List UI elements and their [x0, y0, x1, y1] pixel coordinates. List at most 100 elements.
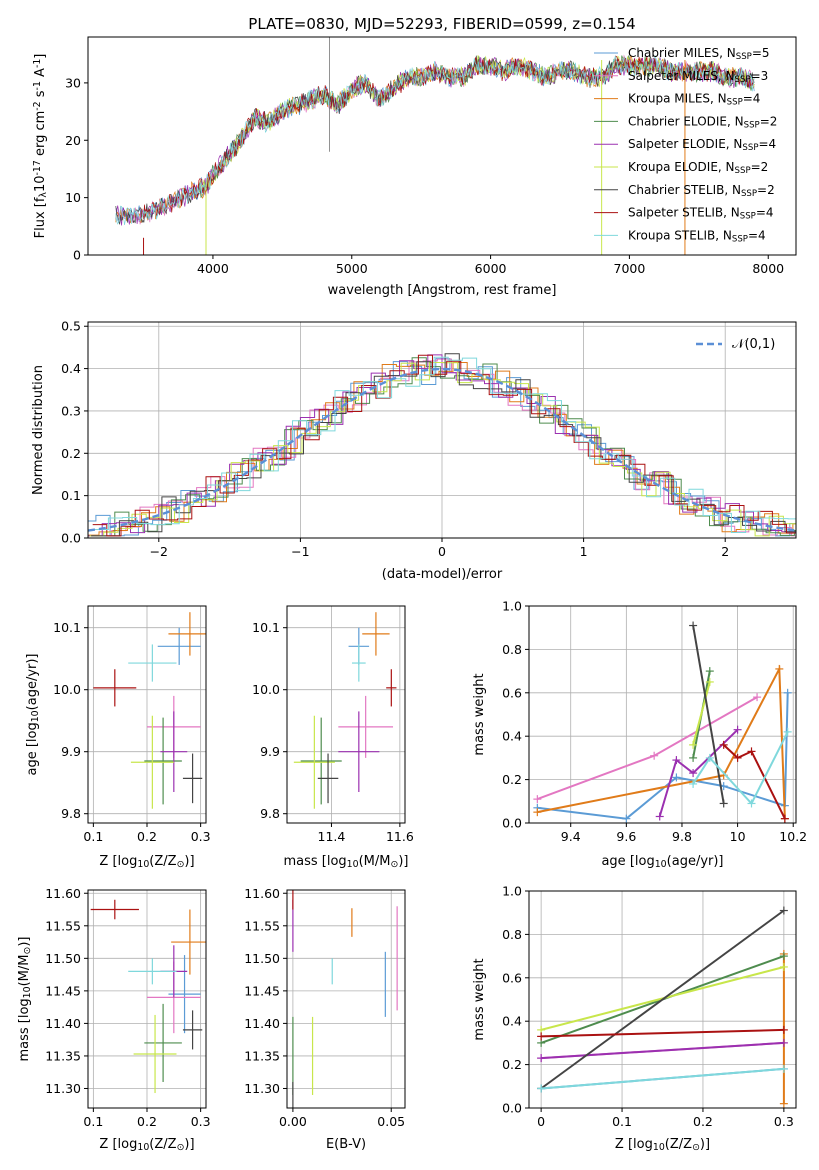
weight-series [689, 621, 728, 808]
errorbar-point [338, 711, 380, 792]
y-tick-label: 11.50 [244, 951, 280, 966]
axes-frame: 9.4 9.6 9.8 10 10.2 0.0 0.2 0.4 0.6 0.8 1.0 age [lo… [472, 599, 807, 870]
x-tick-label: 0.2 [137, 1114, 157, 1129]
axes-border [528, 890, 797, 1109]
x-axis-label: Z [log10(Z/Z⊙)] [99, 1137, 194, 1153]
weight-line [723, 744, 786, 820]
legend-label: Kroupa MILES, NSSP=4 [628, 92, 760, 108]
residual-histogram [88, 362, 796, 536]
y-tick-label: 11.30 [244, 1081, 280, 1096]
errorbar-point [157, 627, 201, 665]
x-axis-label: mass [log10(M/M⊙)] [283, 854, 408, 870]
residual-hist-panel: −2 −1 0 1 2 0.0 0.1 0.2 0.3 0.4 0.5 (data-model)/er… [31, 319, 797, 582]
legend-label: 𝒩(0,1) [732, 337, 775, 352]
errorbar-point [182, 753, 203, 804]
y-tick-label: 11.55 [244, 918, 280, 933]
x-tick-label: 11.4 [318, 829, 346, 844]
y-tick-label: 0.1 [61, 488, 81, 503]
plot-area [537, 906, 788, 1108]
y-tick-label: 11.40 [45, 1016, 81, 1031]
legend-label: Salpeter STELIB, NSSP=4 [628, 206, 774, 222]
errorbar-point [171, 909, 206, 975]
x-tick-label: 0.1 [83, 829, 103, 844]
x-tick-label: 0 [537, 1114, 545, 1129]
errorbar-point [300, 717, 342, 805]
figure-title: PLATE=0830, MJD=52293, FIBERID=0599, z=0… [248, 15, 635, 33]
y-tick-label: 9.9 [260, 744, 280, 759]
x-tick-label: 0.3 [191, 829, 211, 844]
weight-line [537, 665, 786, 819]
x-tick-label: 0.00 [279, 1114, 307, 1129]
weight-series [537, 1025, 788, 1041]
y-axis-label: Normed distribution [31, 365, 46, 495]
x-axis-label: Z [log10(Z/Z⊙)] [615, 1137, 710, 1153]
y-tick-label: 11.35 [45, 1048, 81, 1063]
plot-area [90, 899, 206, 1094]
y-tick-label: 0.8 [502, 927, 522, 942]
x-tick-label: 1 [580, 544, 588, 559]
errorbar-point [130, 715, 174, 809]
x-tick-label: 9.8 [672, 829, 692, 844]
weight-vs-z-panel: 0 0.1 0.2 0.3 0.0 0.2 0.4 0.6 0.8 1.0 Z [log10(Z/Z… [472, 884, 797, 1153]
weight-line [541, 1067, 784, 1090]
plot-area [88, 353, 796, 537]
y-tick-label: 0.2 [502, 1057, 522, 1072]
x-axis-label: wavelength [Angstrom, rest frame] [328, 283, 557, 298]
errorbar-point [338, 695, 394, 758]
weight-vs-age-panel: 9.4 9.6 9.8 10 10.2 0.0 0.2 0.4 0.6 0.8 1.0 age [lo… [472, 599, 807, 870]
y-tick-label: 11.60 [244, 886, 280, 901]
x-tick-label: 5000 [336, 261, 368, 276]
y-tick-label: 1.0 [502, 884, 522, 899]
y-tick-label: 0.6 [502, 685, 522, 700]
x-tick-label: 10.2 [779, 829, 807, 844]
weight-line [692, 625, 725, 804]
y-axis-label: mass weight [472, 958, 487, 1040]
plot-area [293, 612, 397, 809]
errorbar-point [160, 711, 188, 792]
axes-frame: 4000 5000 6000 7000 8000 0 10 20 30 wavelength [A… [32, 36, 797, 298]
age-vs-mass-panel: 11.4 11.6 9.8 9.9 10.0 10.1 mass [log10(M/M⊙)] [252, 605, 414, 870]
errorbar-point [317, 753, 339, 804]
weight-series [719, 740, 789, 823]
x-axis-label: age [log10(age/yr)] [601, 854, 723, 870]
x-tick-label: 4000 [197, 261, 229, 276]
errorbar-point [182, 1010, 203, 1050]
errorbar-point [144, 1003, 182, 1082]
x-tick-label: 11.6 [386, 829, 414, 844]
x-tick-label: 2 [721, 544, 729, 559]
plot-area [93, 612, 206, 809]
errorbar-point [90, 899, 139, 920]
errorbar-point [93, 669, 137, 707]
y-tick-label: 10.1 [252, 620, 280, 635]
errorbar-point [128, 644, 177, 682]
axes-border [286, 605, 406, 824]
legend-label: Salpeter ELODIE, NSSP=4 [628, 137, 776, 153]
weight-line [537, 692, 789, 820]
legend-label: Kroupa STELIB, NSSP=4 [628, 228, 766, 244]
y-tick-label: 0.4 [502, 1014, 522, 1029]
x-tick-label: 6000 [475, 261, 507, 276]
y-tick-label: 0.4 [61, 361, 81, 376]
y-tick-label: 0.4 [502, 729, 522, 744]
weight-series [533, 664, 789, 823]
residual-histogram [94, 356, 796, 533]
y-tick-label: 0.2 [61, 446, 81, 461]
legend-label: Chabrier ELODIE, NSSP=2 [628, 114, 777, 130]
y-tick-label: 11.35 [244, 1048, 280, 1063]
y-tick-label: 11.40 [244, 1016, 280, 1031]
y-tick-label: 0 [73, 248, 81, 263]
axes-border [286, 889, 406, 1109]
weight-line [692, 731, 789, 806]
axes-frame: 0.1 0.2 0.3 11.30 11.35 11.40 11.45 11.50 11.55 1… [17, 886, 211, 1153]
x-tick-label: 9.4 [561, 829, 581, 844]
weight-line [541, 1041, 784, 1060]
axes-frame: 11.4 11.6 9.8 9.9 10.0 10.1 mass [log10(M/M⊙)] [252, 605, 414, 870]
errorbar-point [386, 669, 397, 707]
y-tick-label: 10.1 [53, 620, 81, 635]
y-tick-label: 11.45 [45, 983, 81, 998]
x-tick-label: 0.3 [191, 1114, 211, 1129]
residual-histogram [88, 358, 796, 537]
y-tick-label: 9.9 [61, 744, 81, 759]
y-tick-label: 11.30 [45, 1081, 81, 1096]
